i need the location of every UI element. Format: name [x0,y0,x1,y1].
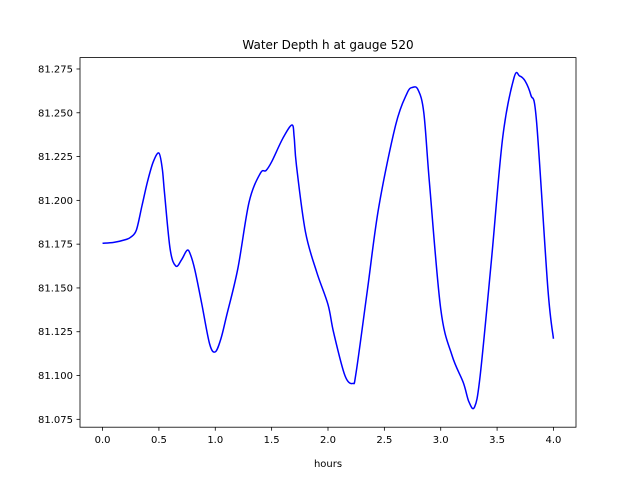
x-axis-ticks: 0.0 0.5 1.0 1.5 2.0 2.5 3.0 3.5 4.0 [95,427,562,446]
y-tick-label: 81.075 [38,415,73,426]
x-tick-label: 4.0 [546,435,562,446]
y-tick-label: 81.125 [38,327,73,338]
x-tick-label: 3.5 [489,435,505,446]
y-axis-ticks: 81.075 81.100 81.125 81.150 81.175 81.200 81.2… [38,64,80,426]
chart-title: Water Depth h at gauge 520 [242,38,413,52]
plot-background [80,57,576,428]
x-tick-label: 1.5 [264,435,280,446]
x-axis-label: hours [314,459,342,470]
y-tick-label: 81.225 [38,152,73,163]
x-tick-label: 2.0 [320,435,336,446]
x-tick-label: 2.5 [376,435,392,446]
x-tick-label: 1.0 [207,435,223,446]
series-layer [102,71,555,410]
y-tick-label: 81.175 [38,240,73,251]
y-tick-label: 81.250 [38,108,73,119]
series-line-0 [102,71,555,410]
y-tick-label: 81.150 [38,283,73,294]
y-tick-label: 81.200 [38,196,73,207]
x-tick-label: 3.0 [433,435,449,446]
y-tick-label: 81.100 [38,371,73,382]
x-tick-label: 0.5 [151,435,167,446]
x-tick-label: 0.0 [95,435,111,446]
y-tick-label: 81.275 [38,64,73,75]
